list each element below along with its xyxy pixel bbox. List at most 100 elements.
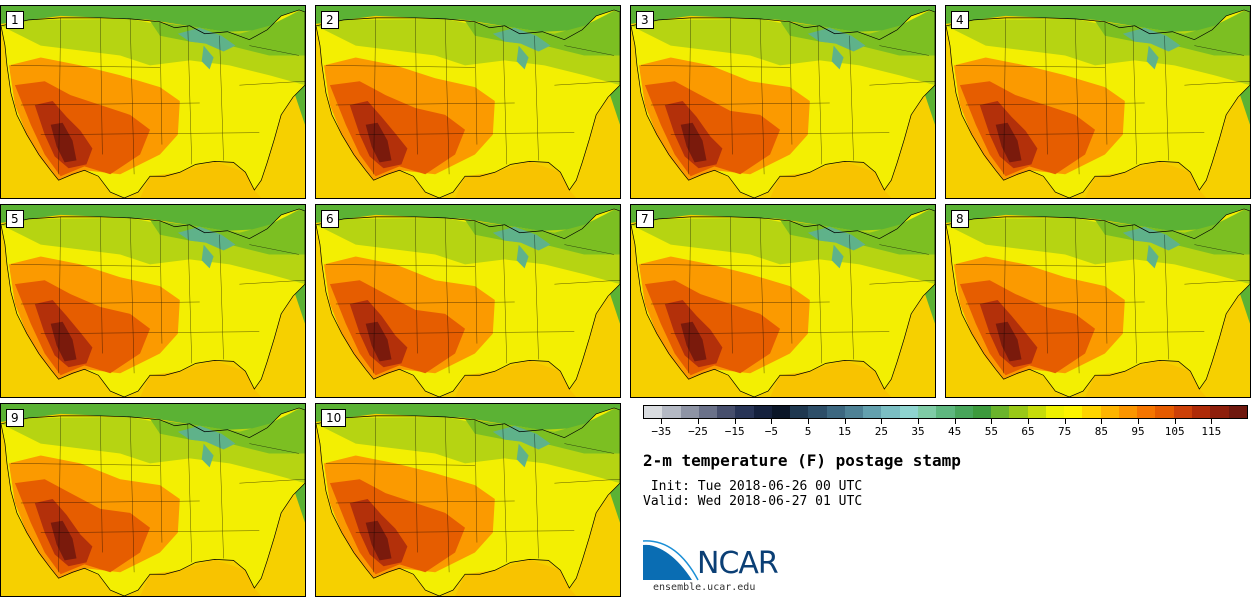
- member-panel-3: 3: [630, 5, 936, 199]
- colorbar-tick: [734, 419, 736, 424]
- colorbar-swatch: [936, 406, 955, 418]
- member-panel-9: 9: [0, 403, 306, 597]
- member-label-7: 7: [636, 210, 654, 228]
- temperature-map-4: [946, 6, 1250, 198]
- colorbar-swatch: [1100, 406, 1119, 418]
- colorbar-tick-label: 15: [838, 425, 852, 438]
- temperature-map-9: [1, 404, 305, 596]
- colorbar-tick-label: −35: [651, 425, 672, 438]
- colorbar-tick: [808, 419, 809, 424]
- temperature-map-10: [316, 404, 620, 596]
- colorbar-swatch: [1210, 406, 1229, 418]
- colorbar-swatch: [1228, 406, 1247, 418]
- temperature-map-1: [1, 6, 305, 198]
- colorbar-tick: [991, 419, 993, 424]
- temperature-map-5: [1, 205, 305, 397]
- ncar-logo-text: NCAR: [697, 546, 779, 581]
- member-label-3: 3: [636, 11, 654, 29]
- member-panel-2: 2: [315, 5, 621, 199]
- colorbar-swatch: [1137, 406, 1156, 418]
- colorbar-swatch: [826, 406, 845, 418]
- colorbar-tick-label: 25: [874, 425, 888, 438]
- colorbar-tick: [1064, 419, 1066, 424]
- colorbar-swatch: [1045, 406, 1065, 418]
- colorbar-tick: [1028, 419, 1029, 424]
- temperature-map-8: [946, 205, 1250, 397]
- colorbar-swatch: [899, 406, 918, 418]
- colorbar-swatch: [680, 406, 699, 418]
- colorbar-swatch: [1009, 406, 1028, 418]
- temperature-map-6: [316, 205, 620, 397]
- colorbar-swatch: [808, 406, 827, 418]
- temperature-colorbar: [643, 405, 1248, 419]
- colorbar-swatch: [844, 406, 864, 418]
- member-panel-5: 5: [0, 204, 306, 398]
- ncar-logo-icon: [642, 540, 699, 581]
- colorbar-tick-label: 115: [1201, 425, 1222, 438]
- colorbar-swatch: [1173, 406, 1192, 418]
- colorbar-swatch: [698, 406, 718, 418]
- colorbar-swatch: [881, 406, 900, 418]
- colorbar-swatch: [991, 406, 1010, 418]
- temperature-map-7: [631, 205, 935, 397]
- colorbar-tick: [881, 419, 883, 424]
- colorbar-swatch: [771, 406, 791, 418]
- colorbar-swatch: [972, 406, 992, 418]
- figure-title: 2-m temperature (F) postage stamp: [643, 451, 961, 470]
- colorbar-tick-label: 65: [1021, 425, 1035, 438]
- member-panel-8: 8: [945, 204, 1251, 398]
- colorbar-tick-label: −25: [688, 425, 708, 438]
- colorbar-swatch: [1064, 406, 1083, 418]
- colorbar-swatch: [1155, 406, 1174, 418]
- site-url: ensemble.ucar.edu: [653, 582, 756, 593]
- colorbar-swatch: [863, 406, 882, 418]
- member-label-4: 4: [951, 11, 969, 29]
- colorbar-tick: [1174, 419, 1176, 424]
- member-label-10: 10: [321, 409, 347, 427]
- colorbar-ticks: −35 −25 −15 −5 5 15 25 35 45 55 65 75 85 95 105 115: [643, 419, 1248, 443]
- colorbar-swatch: [790, 406, 809, 418]
- member-label-6: 6: [321, 210, 339, 228]
- colorbar-tick: [1211, 419, 1213, 424]
- colorbar-swatch: [1082, 406, 1101, 418]
- colorbar-tick: [844, 419, 846, 424]
- colorbar-swatch: [753, 406, 772, 418]
- colorbar-swatch: [662, 406, 681, 418]
- colorbar-tick: [918, 419, 919, 424]
- colorbar-tick-label: 105: [1164, 425, 1185, 438]
- colorbar-swatch: [1027, 406, 1046, 418]
- colorbar-tick: [698, 419, 699, 424]
- colorbar-tick-label: −15: [724, 425, 745, 438]
- colorbar-tick-label: 5: [804, 425, 812, 438]
- colorbar-tick: [661, 419, 663, 424]
- colorbar-tick-label: 95: [1131, 425, 1145, 438]
- colorbar-swatch: [717, 406, 736, 418]
- colorbar-tick-label: −5: [764, 425, 778, 438]
- valid-time: Valid: Wed 2018-06-27 01 UTC: [643, 494, 863, 509]
- colorbar-swatch: [644, 406, 663, 418]
- colorbar-tick-label: 75: [1058, 425, 1072, 438]
- colorbar-swatch: [1191, 406, 1211, 418]
- colorbar-swatch: [917, 406, 937, 418]
- member-panel-7: 7: [630, 204, 936, 398]
- colorbar-tick: [771, 419, 773, 424]
- colorbar-tick: [1101, 419, 1103, 424]
- temperature-map-2: [316, 6, 620, 198]
- member-label-5: 5: [6, 210, 24, 228]
- colorbar-swatch: [735, 406, 754, 418]
- member-label-8: 8: [951, 210, 969, 228]
- init-time: Init: Tue 2018-06-26 00 UTC: [643, 479, 863, 494]
- colorbar-tick: [954, 419, 956, 424]
- colorbar-tick-label: 45: [948, 425, 962, 438]
- member-label-9: 9: [6, 409, 24, 427]
- member-label-2: 2: [321, 11, 339, 29]
- colorbar-tick: [1138, 419, 1139, 424]
- member-label-1: 1: [6, 11, 24, 29]
- colorbar-swatch: [954, 406, 973, 418]
- member-panel-6: 6: [315, 204, 621, 398]
- colorbar-tick-label: 85: [1094, 425, 1108, 438]
- member-panel-10: 10: [315, 403, 621, 597]
- colorbar-swatch: [1118, 406, 1138, 418]
- colorbar-tick-label: 55: [984, 425, 998, 438]
- member-panel-4: 4: [945, 5, 1251, 199]
